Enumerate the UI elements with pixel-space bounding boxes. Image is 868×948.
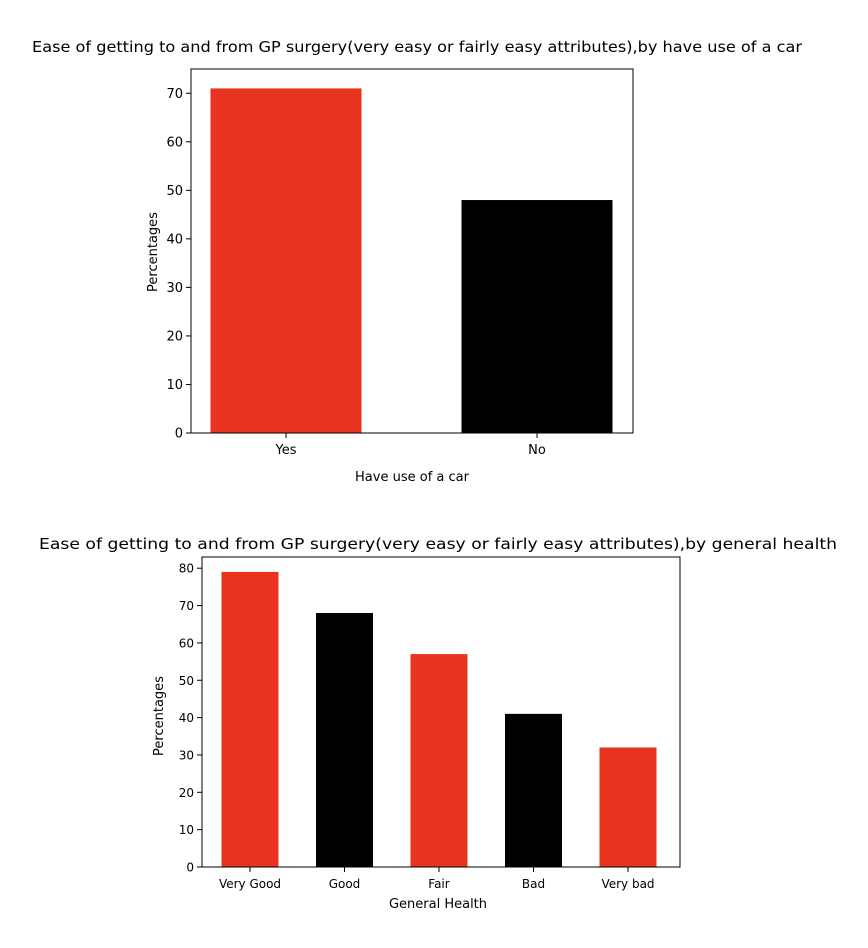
chart-2-bar-fair (410, 654, 468, 867)
chart-2-bar-very-bad (599, 747, 657, 867)
chart-1-xtick-label: Yes (275, 443, 297, 458)
chart-2-bar-very-good (221, 571, 279, 867)
chart-2-plot-frame (201, 556, 681, 868)
chart-1: Ease of getting to and from GP surgery(v… (32, 38, 803, 485)
chart-2-ytick-label: 0 (186, 861, 194, 875)
chart-1-xlabel: Have use of a car (355, 470, 470, 485)
chart-1-plot-frame (190, 68, 634, 434)
chart-2-bar-bad (505, 713, 562, 867)
chart-1-xtick-label: No (528, 443, 546, 458)
chart-2-ytick-label: 50 (179, 674, 194, 688)
chart-2-xtick-label: Good (329, 877, 361, 891)
chart-2-xlabel: General Health (389, 897, 487, 912)
chart-2-ytick-label: 70 (179, 599, 194, 613)
chart-2-xtick-label: Bad (522, 877, 545, 891)
chart-1-bar-yes (210, 88, 362, 433)
chart-1-ytick-label: 0 (175, 427, 183, 442)
chart-1-svg: Ease of getting to and from GP surgery(v… (32, 38, 803, 485)
chart-2-ytick-label: 20 (179, 786, 194, 800)
chart-2-ytick-label: 10 (179, 823, 194, 837)
chart-1-ytick-label: 30 (166, 281, 183, 296)
chart-1-ytick-label: 50 (166, 184, 183, 199)
chart-1-bar-no (461, 200, 613, 433)
chart-2-svg: Ease of getting to and from GP surgery(v… (39, 535, 837, 912)
chart-2-xtick-label: Fair (428, 877, 449, 891)
chart-1-ytick-label: 10 (166, 378, 183, 393)
chart-1-ytick-label: 20 (166, 329, 183, 344)
chart-1-ytick-label: 70 (166, 87, 183, 102)
chart-1-ytick-label: 40 (166, 232, 183, 247)
chart-2-ytick-label: 80 (179, 562, 194, 576)
chart-1-ylabel: Percentages (146, 212, 161, 292)
chart-2: Ease of getting to and from GP surgery(v… (0, 510, 868, 940)
chart-1-title: Ease of getting to and from GP surgery(v… (32, 38, 803, 56)
chart-2-ylabel: Percentages (152, 676, 167, 756)
chart-2-ytick-label: 40 (179, 711, 194, 725)
chart-2-ytick-label: 30 (179, 748, 194, 762)
chart-2-bar-good (316, 613, 373, 867)
chart-2-xtick-label: Very Good (219, 877, 281, 891)
chart-2-ytick-label: 60 (179, 636, 194, 650)
chart-2-title: Ease of getting to and from GP surgery(v… (39, 535, 837, 553)
chart-1-ytick-label: 60 (166, 135, 183, 150)
chart-2-xtick-label: Very bad (601, 877, 654, 891)
